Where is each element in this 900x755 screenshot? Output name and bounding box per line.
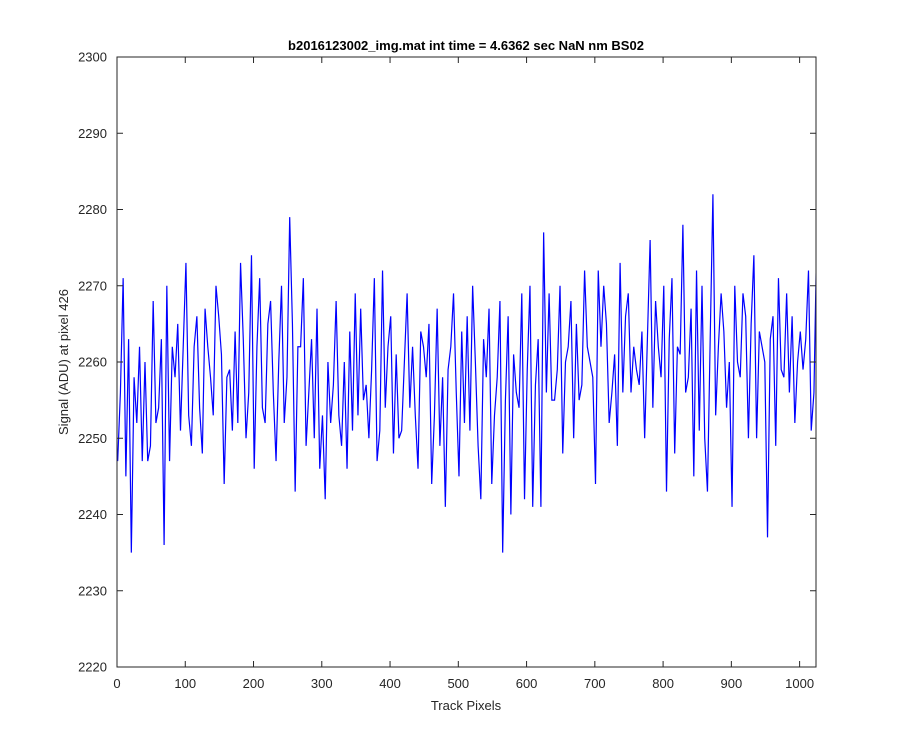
y-tick-label: 2230 [78, 583, 107, 598]
y-tick-label: 2280 [78, 202, 107, 217]
chart-title: b2016123002_img.mat int time = 4.6362 se… [288, 38, 644, 53]
x-tick-label: 200 [243, 676, 265, 691]
y-tick-label: 2220 [78, 660, 107, 675]
y-tick-label: 2290 [78, 126, 107, 141]
x-axis-label: Track Pixels [431, 698, 502, 713]
x-tick-label: 300 [311, 676, 333, 691]
x-tick-label: 900 [721, 676, 743, 691]
x-tick-label: 800 [652, 676, 674, 691]
y-tick-label: 2270 [78, 278, 107, 293]
x-tick-label: 0 [113, 676, 120, 691]
y-tick-label: 2240 [78, 507, 107, 522]
x-tick-label: 700 [584, 676, 606, 691]
x-tick-label: 400 [379, 676, 401, 691]
y-axis-label: Signal (ADU) at pixel 426 [56, 289, 71, 435]
x-axis: 0 100 200 300 400 500 600 700 800 900 1000 [113, 57, 814, 691]
signal-series-line [117, 194, 816, 553]
y-tick-label: 2300 [78, 50, 107, 65]
x-tick-label: 100 [174, 676, 196, 691]
y-axis: 2220 2230 2240 2250 2260 2270 2280 2290 2300 [78, 50, 816, 675]
x-tick-label: 600 [516, 676, 538, 691]
y-tick-label: 2250 [78, 431, 107, 446]
x-tick-label: 1000 [785, 676, 814, 691]
x-tick-label: 500 [447, 676, 469, 691]
y-tick-label: 2260 [78, 355, 107, 370]
